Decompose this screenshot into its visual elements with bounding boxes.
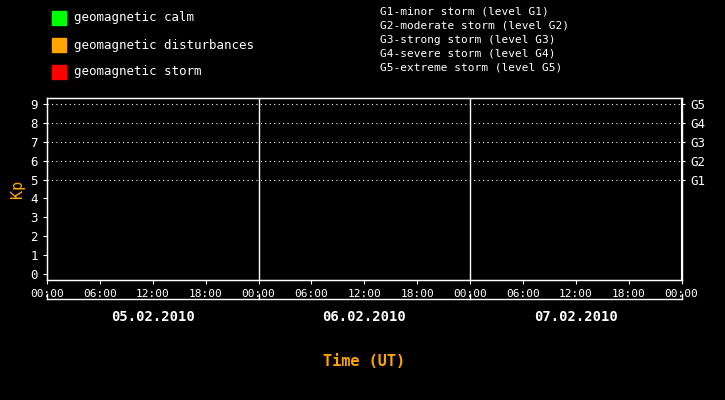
Text: G4-severe storm (level G4): G4-severe storm (level G4) — [380, 49, 555, 59]
Text: G3-strong storm (level G3): G3-strong storm (level G3) — [380, 35, 555, 45]
Text: 07.02.2010: 07.02.2010 — [534, 310, 618, 324]
Text: geomagnetic storm: geomagnetic storm — [74, 66, 202, 78]
Bar — [52, 38, 66, 52]
Y-axis label: Kp: Kp — [10, 180, 25, 198]
Bar — [52, 65, 66, 79]
Text: 06.02.2010: 06.02.2010 — [323, 310, 406, 324]
Text: Time (UT): Time (UT) — [323, 354, 405, 369]
Text: geomagnetic disturbances: geomagnetic disturbances — [74, 38, 254, 52]
Text: 05.02.2010: 05.02.2010 — [111, 310, 195, 324]
Text: G5-extreme storm (level G5): G5-extreme storm (level G5) — [380, 63, 563, 73]
Bar — [52, 11, 66, 25]
Text: geomagnetic calm: geomagnetic calm — [74, 12, 194, 24]
Text: G1-minor storm (level G1): G1-minor storm (level G1) — [380, 7, 549, 17]
Text: G2-moderate storm (level G2): G2-moderate storm (level G2) — [380, 21, 569, 31]
